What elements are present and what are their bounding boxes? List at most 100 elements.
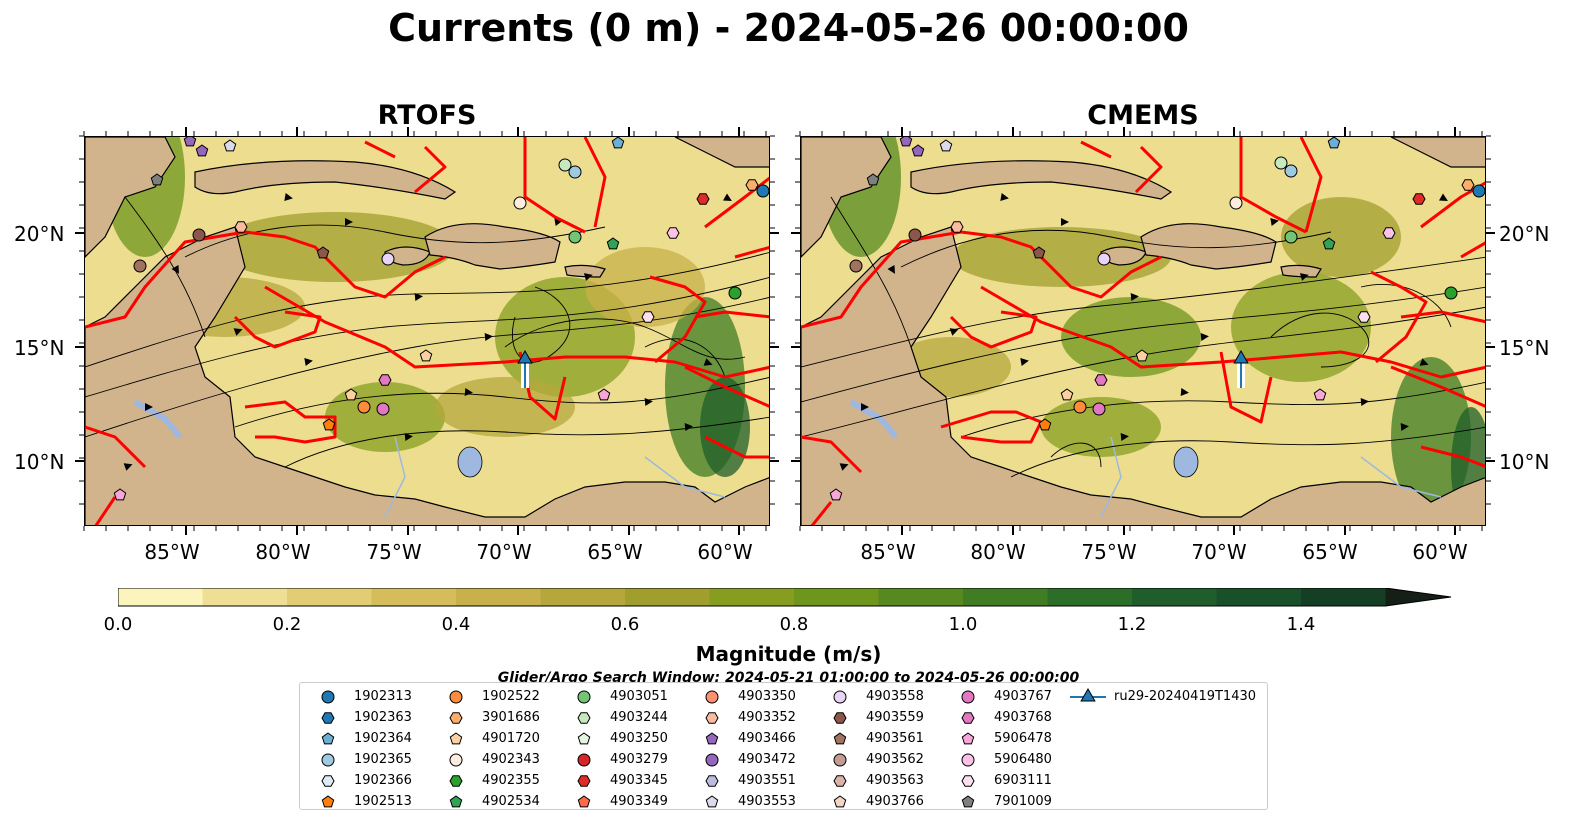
legend-marker <box>449 795 463 808</box>
legend-marker-icon <box>577 753 591 767</box>
legend-marker-icon <box>961 775 975 787</box>
lon-label-85w-cmems: 85°W <box>860 540 916 564</box>
float-marker <box>568 165 582 179</box>
glider-marker <box>517 349 533 364</box>
figure-title: Currents (0 m) - 2024-05-26 00:00:00 <box>388 6 1189 50</box>
legend-marker-icon <box>961 732 975 745</box>
float-marker <box>1229 196 1243 210</box>
lon-label-70w-rtofs: 70°W <box>476 540 532 564</box>
float-marker <box>641 311 655 323</box>
legend-marker <box>321 732 335 745</box>
legend-marker-icon <box>705 732 719 745</box>
legend-label: 1902366 <box>354 773 412 788</box>
legend-label: 1902363 <box>354 710 412 725</box>
float-marker <box>234 221 248 233</box>
legend-label: 4903279 <box>610 752 668 767</box>
legend-label: 4903244 <box>610 710 668 725</box>
legend-marker-icon <box>705 795 719 808</box>
legend-label: 1902313 <box>354 689 412 704</box>
colorbar-swatch <box>202 588 288 606</box>
legend-marker-icon <box>1070 687 1106 702</box>
legend-marker <box>321 712 335 724</box>
legend-marker-icon <box>961 795 975 808</box>
map-cmems <box>801 137 1485 525</box>
float-marker <box>183 137 197 147</box>
legend-marker-icon <box>833 775 847 787</box>
float-marker <box>322 418 336 431</box>
panel-title-cmems: CMEMS <box>1087 100 1199 131</box>
legend-label: 4903349 <box>610 794 668 809</box>
legend-marker <box>1080 687 1096 702</box>
float-marker <box>1135 349 1149 362</box>
float-marker <box>376 402 390 416</box>
legend-marker <box>833 732 847 745</box>
float-marker <box>1038 418 1052 431</box>
legend-label: 4903559 <box>866 710 924 725</box>
legend-marker-icon <box>449 775 463 787</box>
float-marker <box>606 237 620 250</box>
float-marker <box>1274 156 1288 170</box>
colorbar-tick: 0.4 <box>441 614 471 635</box>
legend-label: 1902365 <box>354 752 412 767</box>
colorbar-extend-arrow <box>1385 588 1451 606</box>
lon-label-60w-rtofs: 60°W <box>697 540 753 564</box>
float-marker <box>1284 230 1298 244</box>
legend-marker-icon <box>833 732 847 745</box>
legend-marker-icon <box>321 795 335 808</box>
colorbar-outline <box>117 587 1452 607</box>
legend-label: 4903562 <box>866 752 924 767</box>
colorbar-swatch <box>1132 588 1217 606</box>
legend-label: 4903561 <box>866 731 924 746</box>
colorbar-swatch <box>540 588 626 606</box>
float-marker <box>866 173 880 186</box>
colorbar-swatch <box>118 588 203 606</box>
lat-label-10n-left: 10°N <box>14 450 65 474</box>
legend-label: ru29-20240419T1430 <box>1114 689 1257 704</box>
float-marker <box>419 349 433 362</box>
legend-marker-icon <box>449 753 463 767</box>
legend-label: 4902343 <box>482 752 540 767</box>
map-panel-rtofs[interactable] <box>84 136 770 526</box>
lon-label-80w-rtofs: 80°W <box>255 540 311 564</box>
legend-marker <box>833 775 847 787</box>
colorbar-tick: 1.0 <box>948 614 978 635</box>
legend-label: 4902534 <box>482 794 540 809</box>
colorbar-tick: 0.0 <box>103 614 133 635</box>
legend-label: 4903553 <box>738 794 796 809</box>
float-marker <box>133 259 147 273</box>
legend-marker <box>961 690 975 704</box>
float-marker <box>223 139 237 152</box>
float-marker <box>666 227 680 239</box>
legend-label: 4903352 <box>738 710 796 725</box>
lon-label-85w-rtofs: 85°W <box>144 540 200 564</box>
colorbar-tick: 1.4 <box>1286 614 1316 635</box>
legend-marker <box>577 732 591 745</box>
colorbar-swatches <box>117 587 1452 607</box>
float-marker <box>950 221 964 233</box>
float-marker <box>611 137 625 149</box>
float-marker <box>1094 374 1108 386</box>
legend-marker <box>321 690 335 704</box>
colorbar <box>117 587 1453 612</box>
float-marker <box>381 252 395 266</box>
float-marker <box>195 144 209 157</box>
float-marker <box>908 228 922 242</box>
lat-label-20n-left: 20°N <box>14 222 65 246</box>
legend-marker-icon <box>321 775 335 787</box>
float-marker <box>1322 237 1336 250</box>
legend-marker-icon <box>321 690 335 704</box>
legend-label: 4903768 <box>994 710 1052 725</box>
legend-marker <box>961 732 975 745</box>
legend-marker <box>961 712 975 724</box>
colorbar-swatch <box>456 588 541 606</box>
legend-label: 4903551 <box>738 773 796 788</box>
legend-marker-icon <box>833 712 847 724</box>
colorbar-swatch <box>287 588 372 606</box>
legend-marker <box>961 795 975 808</box>
legend-marker <box>577 690 591 704</box>
float-marker <box>756 184 769 198</box>
map-panel-cmems[interactable] <box>800 136 1486 526</box>
legend-label: 1902522 <box>482 689 540 704</box>
legend-marker <box>449 690 463 704</box>
legend-marker <box>705 690 719 704</box>
